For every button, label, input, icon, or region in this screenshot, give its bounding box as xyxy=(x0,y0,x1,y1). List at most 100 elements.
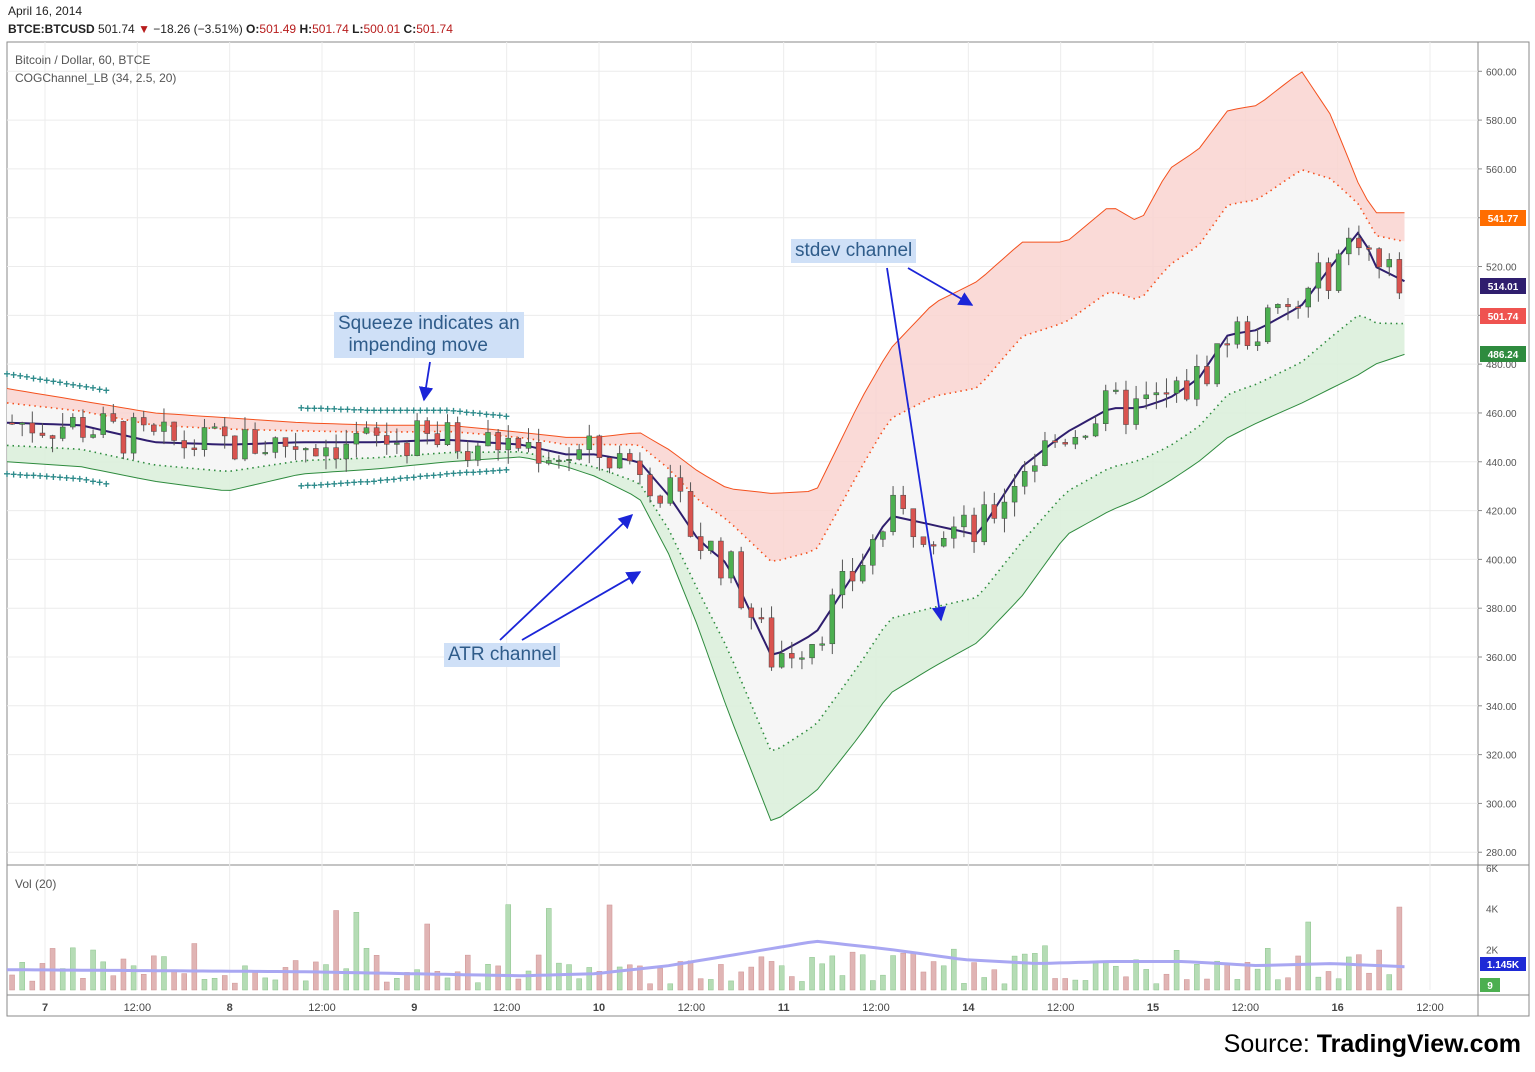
squeeze-marker-upper: + xyxy=(10,368,17,382)
candle-body xyxy=(677,477,684,492)
candle-body xyxy=(657,495,663,504)
volume-bar xyxy=(910,951,917,991)
candle-body xyxy=(424,420,430,434)
candle-body xyxy=(576,449,582,460)
volume-bar xyxy=(606,904,613,991)
volume-bar xyxy=(1376,949,1382,991)
candle-body xyxy=(900,494,906,509)
volume-bar xyxy=(1011,955,1018,991)
volume-bar xyxy=(991,969,998,991)
squeeze-marker-lower: + xyxy=(371,474,378,488)
candle-body xyxy=(495,432,501,451)
volume-bar xyxy=(262,977,268,991)
chart-frame xyxy=(6,41,1530,1017)
candle-body xyxy=(616,453,623,469)
price-tick-label: 480.00 xyxy=(1486,360,1517,371)
volume-bar xyxy=(839,975,846,991)
candle-body xyxy=(586,435,593,450)
squeeze-marker-upper: + xyxy=(318,402,325,416)
candle-body xyxy=(1194,366,1200,400)
volume-bar xyxy=(556,962,562,991)
channel-lines: + + + + + + + + + + + + + + + ++ + + + + + + + + + + + + + + + + + + + + + + +… xyxy=(3,71,1405,822)
candle-body xyxy=(1133,398,1139,425)
volume-bar xyxy=(1173,950,1180,991)
candle-body xyxy=(1366,247,1372,250)
high-value: 501.74 xyxy=(312,22,349,36)
candle-body xyxy=(920,536,927,545)
volume-bar xyxy=(363,948,370,991)
volume-bar xyxy=(951,948,957,991)
candle-body xyxy=(110,413,117,422)
candle-body xyxy=(394,442,400,445)
candle-body xyxy=(768,617,775,668)
candle-body xyxy=(505,437,512,451)
annotation-arrow xyxy=(886,267,947,622)
high-label: H: xyxy=(299,22,313,36)
volume-bar xyxy=(505,904,512,991)
candle-body xyxy=(991,504,998,519)
candle-body xyxy=(627,453,633,462)
volume-bar xyxy=(414,969,420,991)
candle-body xyxy=(29,422,36,434)
price-label-text: 514.01 xyxy=(1488,282,1519,293)
candle-body xyxy=(1011,486,1018,503)
volume-bar xyxy=(191,943,198,991)
price-label-box xyxy=(1480,308,1526,324)
candle-body xyxy=(546,460,552,464)
squeeze-marker-upper: + xyxy=(357,403,364,417)
annotation-arrow xyxy=(521,571,642,641)
volume-bar xyxy=(708,979,714,991)
volume-bar xyxy=(29,980,36,991)
candle-body xyxy=(1032,465,1038,472)
volume-bar xyxy=(1366,972,1372,991)
price-label-box xyxy=(1480,346,1526,362)
candle-body xyxy=(444,422,451,446)
squeeze-marker-upper: + xyxy=(43,373,50,387)
volume-bar xyxy=(1244,962,1251,991)
candle-body xyxy=(718,540,724,579)
atr-annotation: ATR channel xyxy=(444,643,561,667)
volume-bar xyxy=(333,910,339,991)
squeeze-marker-upper: + xyxy=(437,404,444,418)
candle-body xyxy=(140,417,147,426)
candle-body xyxy=(333,447,339,460)
candle-body xyxy=(49,435,56,439)
volume-bar xyxy=(738,971,744,991)
change: −18.26 (−3.51%) xyxy=(153,22,243,36)
candle-body xyxy=(292,446,299,450)
squeeze-marker-upper: + xyxy=(37,372,44,386)
volume-bar xyxy=(1092,961,1099,991)
volume-tick-label: 4K xyxy=(1486,905,1499,916)
candle-body xyxy=(242,429,248,460)
candle-body xyxy=(323,447,329,457)
squeeze-marker-lower: + xyxy=(443,467,450,481)
volume-bar xyxy=(465,954,471,991)
volume-bar xyxy=(201,979,208,991)
volume-bars xyxy=(7,904,1405,991)
squeeze-marker-upper: + xyxy=(470,406,477,420)
candle-body xyxy=(1052,440,1058,443)
time-tick-label: 12:00 xyxy=(862,1002,890,1014)
volume-bar xyxy=(920,971,927,991)
squeeze-marker-upper: + xyxy=(76,379,83,393)
candle-body xyxy=(1113,389,1119,392)
candle-body xyxy=(211,426,218,429)
candle-body xyxy=(1143,394,1149,399)
stdev-annotation: stdev channel xyxy=(791,239,917,263)
volume-bar xyxy=(718,964,724,991)
volume-bar xyxy=(272,979,279,991)
upper-stdev-line xyxy=(6,71,1405,494)
volume-bar xyxy=(211,977,218,991)
time-tick-label: 9 xyxy=(411,1002,417,1014)
candle-body xyxy=(39,432,46,436)
low-value: 500.01 xyxy=(363,22,401,36)
volume-bar xyxy=(1396,906,1403,991)
squeeze-marker-upper: + xyxy=(337,402,344,416)
volume-bar xyxy=(1123,976,1129,991)
candle-body xyxy=(799,657,805,660)
candle-body xyxy=(829,594,836,645)
squeeze-marker-upper: + xyxy=(417,404,424,418)
candle-body xyxy=(232,435,238,460)
time-tick-label: 7 xyxy=(42,1002,48,1014)
volume-bar xyxy=(100,961,106,991)
